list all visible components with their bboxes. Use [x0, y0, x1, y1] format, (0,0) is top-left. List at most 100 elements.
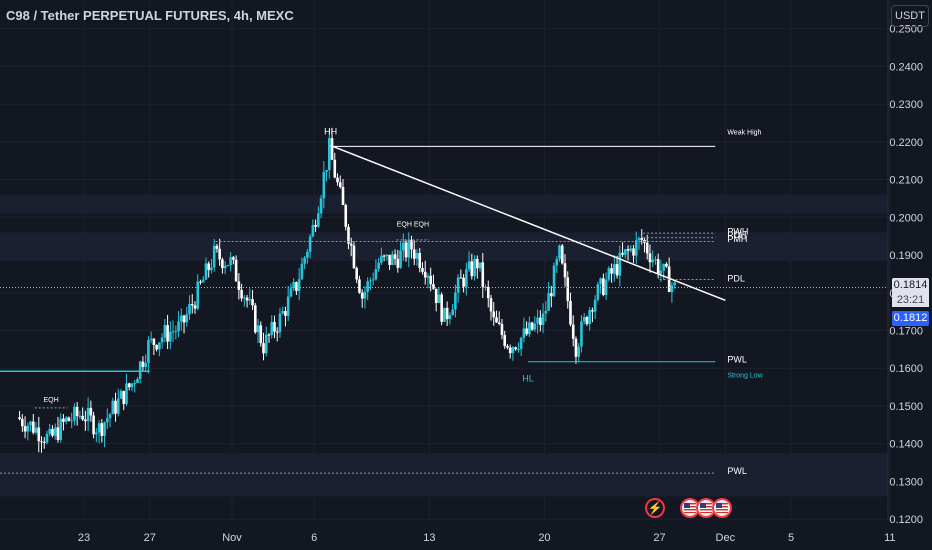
candle-body — [42, 441, 46, 443]
candle-body — [391, 254, 394, 265]
candle-body — [70, 420, 73, 422]
candle-body — [308, 236, 312, 252]
candle-body — [149, 338, 153, 341]
annotation-label: HL — [522, 373, 534, 383]
candle-body — [56, 427, 60, 440]
candle-body — [105, 418, 109, 423]
candle-body — [306, 251, 309, 258]
bar-countdown-tag: 23:21 — [892, 293, 929, 307]
candle-body — [478, 262, 482, 269]
candle-body — [355, 268, 359, 280]
lightning-icon[interactable]: ⚡ — [645, 498, 665, 518]
candle-body — [467, 261, 471, 270]
candle-body — [519, 337, 523, 350]
candle-body — [327, 138, 331, 171]
candle-body — [262, 343, 265, 354]
candle-body — [119, 390, 123, 399]
candle-body — [426, 275, 430, 278]
candle-body — [443, 307, 446, 322]
candle-body — [248, 299, 252, 301]
x-tick-label: Dec — [716, 532, 736, 544]
candle-body — [330, 138, 334, 160]
candle-body — [440, 294, 443, 322]
candle-body — [582, 316, 586, 322]
candle-body — [522, 328, 526, 338]
candle-body — [18, 417, 21, 420]
candle-body — [377, 262, 380, 270]
candle-body — [147, 340, 150, 363]
candle-body — [251, 299, 254, 306]
candle-body — [640, 238, 644, 240]
candle-body — [421, 268, 424, 272]
candle-body — [500, 323, 504, 335]
candle-body — [434, 288, 438, 303]
candle-body — [314, 224, 317, 227]
candle-body — [593, 299, 597, 312]
candle-body — [215, 245, 219, 249]
candle-body — [634, 240, 638, 256]
candle-body — [97, 423, 101, 433]
y-tick-label: 0.1900 — [889, 250, 923, 262]
chart-title[interactable]: C98 / Tether PERPETUAL FUTURES, 4h, MEXC — [6, 8, 294, 23]
candle-body — [297, 279, 301, 292]
candle-body — [352, 245, 356, 269]
candle-body — [489, 298, 493, 312]
annotation-label: EQH — [44, 397, 59, 404]
candle-body — [459, 277, 463, 279]
candle-body — [399, 250, 402, 268]
candle-body — [659, 270, 663, 274]
candle-body — [111, 400, 115, 415]
candle-body — [67, 417, 71, 421]
candle-body — [648, 253, 652, 263]
candle-body — [160, 337, 164, 343]
candle-body — [508, 347, 512, 354]
candle-body — [336, 177, 339, 183]
candle-body — [369, 280, 372, 282]
annotation-label: PDH — [727, 230, 746, 240]
candle-body — [221, 259, 224, 269]
candle-body — [300, 263, 304, 280]
annotation-label: HH — [324, 126, 337, 136]
candle-body — [196, 281, 200, 309]
candle-body — [454, 292, 457, 310]
candle-body — [174, 331, 178, 333]
annotation-label: PMH — [727, 234, 747, 244]
candle-body — [62, 418, 65, 422]
candle-body — [432, 284, 435, 289]
annotation-label: Weak High — [727, 129, 761, 136]
candle-body — [141, 361, 145, 368]
last-price-tag: 0.1814 — [892, 278, 929, 293]
candle-body — [270, 321, 274, 335]
x-tick-label: 6 — [311, 532, 317, 544]
candle-body — [103, 422, 106, 436]
candle-body — [259, 325, 263, 344]
candle-body — [286, 296, 290, 316]
candle-body — [188, 304, 191, 315]
candle-body — [574, 338, 578, 357]
us-flag-icon[interactable] — [712, 498, 732, 518]
candle-body — [547, 293, 550, 311]
candle-body — [237, 281, 241, 290]
currency-button[interactable]: USDT — [891, 5, 929, 27]
y-tick-label: 0.1500 — [889, 401, 923, 413]
candle-body — [429, 275, 433, 285]
candle-body — [571, 324, 575, 339]
candle-body — [59, 418, 63, 440]
candle-body — [281, 311, 285, 314]
y-tick-label: 0.2400 — [889, 61, 923, 73]
candle-body — [423, 271, 427, 278]
candle-body — [580, 321, 583, 347]
candle-body — [473, 258, 476, 277]
y-tick-label: 0.1700 — [889, 325, 923, 337]
candle-body — [133, 383, 137, 385]
candle-body — [555, 259, 559, 266]
candle-body — [349, 243, 353, 246]
candle-body — [190, 304, 194, 306]
candle-body — [451, 309, 454, 316]
us-flag-icon[interactable] — [696, 498, 716, 518]
candle-body — [226, 265, 230, 267]
candle-body — [127, 383, 131, 388]
y-tick-label: 0.1600 — [889, 363, 923, 375]
